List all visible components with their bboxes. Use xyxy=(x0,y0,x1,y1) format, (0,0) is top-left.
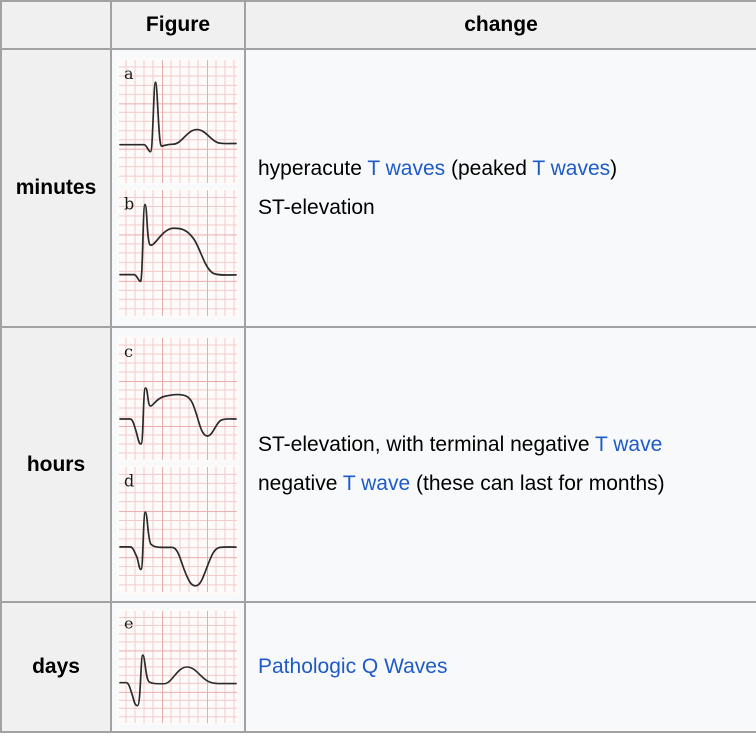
change-cell: ST-elevation, with terminal negative T w… xyxy=(244,326,756,603)
table-row-days: days e Pathologic Q Waves xyxy=(0,601,756,733)
ecg-panel-label: b xyxy=(124,194,134,213)
text-segment: hyperacute xyxy=(258,156,368,180)
pathologic-q-waves-link[interactable]: Pathologic Q Waves xyxy=(258,655,448,678)
change-line: ST-elevation xyxy=(258,195,744,221)
ecg-grid xyxy=(119,466,237,592)
text-segment: negative xyxy=(258,472,343,495)
ecg-figure-d[interactable]: d xyxy=(117,464,239,594)
ecg-grid xyxy=(119,190,237,316)
ecg-panel-label: d xyxy=(124,471,134,490)
change-line: negative T wave (these can last for mont… xyxy=(258,471,744,497)
time-label-hours: hours xyxy=(0,326,112,603)
table-body: minutes a b hyperacute T waves (peaked T wa… xyxy=(0,48,756,733)
change-cell: hyperacute T waves (peaked T waves) ST-el… xyxy=(244,48,756,328)
t-waves-link[interactable]: T waves xyxy=(532,156,611,180)
figure-cell: e xyxy=(110,601,246,733)
time-label-minutes: minutes xyxy=(0,48,112,328)
ecg-panel-label: c xyxy=(124,342,133,361)
text-segment: ST-elevation xyxy=(258,195,375,219)
ecg-trace xyxy=(119,203,237,283)
ecg-trace xyxy=(119,81,237,153)
ecg-grid xyxy=(119,60,237,183)
text-segment: ) xyxy=(610,156,618,180)
change-line: Pathologic Q Waves xyxy=(258,654,744,680)
ecg-trace xyxy=(119,654,237,707)
ecg-figure-e[interactable]: e xyxy=(117,609,239,725)
ecg-grid xyxy=(119,337,237,460)
header-row: Figure change xyxy=(0,0,756,50)
col-header-time xyxy=(0,0,112,50)
t-waves-link[interactable]: T waves xyxy=(367,156,446,180)
ecg-figure-a[interactable]: a xyxy=(117,58,239,185)
time-label-days: days xyxy=(0,601,112,733)
ecg-panel-label: e xyxy=(124,615,133,632)
col-header-figure: Figure xyxy=(110,0,246,50)
change-line: ST-elevation, with terminal negative T w… xyxy=(258,432,744,458)
ecg-figure-b[interactable]: b xyxy=(117,188,239,318)
t-wave-link[interactable]: T wave xyxy=(342,472,411,495)
col-header-change: change xyxy=(244,0,756,50)
ecg-trace xyxy=(119,386,237,445)
ecg-figure-c[interactable]: c xyxy=(117,335,239,462)
text-segment: (peaked xyxy=(445,156,533,180)
ecg-trace xyxy=(119,510,237,587)
text-segment: (these can last for months) xyxy=(410,472,665,495)
change-line: hyperacute T waves (peaked T waves) xyxy=(258,156,744,182)
table-row-minutes: minutes a b hyperacute T waves (peaked T wa… xyxy=(0,48,756,328)
t-wave-link[interactable]: T wave xyxy=(594,433,663,456)
ecg-panel-label: a xyxy=(124,64,134,83)
table-header: Figure change xyxy=(0,0,756,50)
text-segment: ST-elevation, with terminal negative xyxy=(258,433,595,456)
table-row-hours: hours c d ST-elevation, with terminal negat… xyxy=(0,326,756,603)
change-cell: Pathologic Q Waves xyxy=(244,601,756,733)
